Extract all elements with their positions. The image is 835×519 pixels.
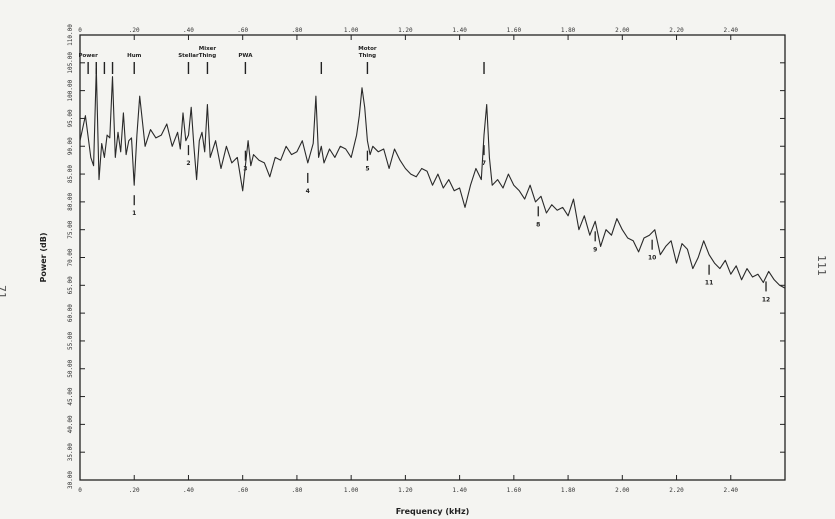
- harmonic-number-label: 2: [186, 160, 190, 167]
- y-tick-label: 45.00: [67, 387, 74, 405]
- x-tick-label-top: 2.40: [724, 27, 739, 34]
- x-tick-label: 0: [78, 487, 82, 494]
- y-tick-label: 40.00: [67, 415, 74, 433]
- y-tick-label: 60.00: [67, 304, 74, 322]
- harmonic-number-label: 4: [306, 188, 310, 195]
- x-tick-label-top: 0: [78, 27, 82, 34]
- y-tick-label: 50.00: [67, 359, 74, 377]
- x-tick-label-top: .80: [292, 27, 303, 34]
- peak-annotation-label: Stellar: [178, 53, 199, 59]
- harmonic-number-label: 9: [593, 246, 597, 253]
- peak-annotation-label: Mixer: [199, 46, 217, 52]
- y-tick-label: 75.00: [67, 220, 74, 238]
- x-tick-label-top: 2.20: [669, 27, 684, 34]
- harmonic-number-label: 11: [705, 280, 713, 287]
- x-tick-label-top: 1.60: [507, 27, 522, 34]
- peak-annotation-label: Thing: [359, 53, 376, 59]
- x-tick-label-top: .60: [237, 27, 248, 34]
- harmonic-number-label: 1: [132, 210, 136, 217]
- harmonic-number-label: 10: [648, 255, 656, 262]
- x-tick-label-top: 1.20: [398, 27, 413, 34]
- harmonic-number-label: 7: [482, 160, 486, 167]
- harmonic-number-label: 3: [243, 166, 247, 173]
- x-tick-label: 1.20: [398, 487, 413, 494]
- x-tick-label: 1.00: [344, 487, 359, 494]
- y-axis-title: Power (dB): [39, 232, 48, 282]
- y-tick-label: 110.00: [67, 24, 74, 46]
- y-tick-label: 95.00: [67, 109, 74, 127]
- y-tick-label: 65.00: [67, 276, 74, 294]
- peak-annotation-label: Hum: [127, 53, 142, 59]
- x-tick-label: 2.40: [724, 487, 739, 494]
- x-tick-label: 2.20: [669, 487, 684, 494]
- peak-annotation-label: Thing: [199, 53, 216, 59]
- peak-annotation-label: PWA: [238, 53, 253, 59]
- y-tick-label: 105.00: [67, 52, 74, 74]
- x-tick-label-top: 1.00: [344, 27, 359, 34]
- page-number-left: 71: [0, 285, 8, 299]
- y-tick-label: 30.00: [67, 471, 74, 489]
- harmonic-number-label: 12: [762, 296, 770, 303]
- y-tick-label: 55.00: [67, 332, 74, 350]
- x-tick-label-top: 2.00: [615, 27, 630, 34]
- x-tick-label: 1.80: [561, 487, 576, 494]
- page-number-right: 111: [815, 255, 828, 276]
- x-tick-label: 1.40: [452, 487, 467, 494]
- peak-annotation-label: Motor: [358, 46, 377, 52]
- x-tick-label: .40: [183, 487, 194, 494]
- x-tick-label: .60: [237, 487, 248, 494]
- x-tick-label: 1.60: [507, 487, 522, 494]
- spectrum-line: [79, 67, 786, 289]
- y-tick-label: 90.00: [67, 137, 74, 155]
- x-axis-title: Frequency (kHz): [396, 507, 470, 516]
- x-tick-label: 2.00: [615, 487, 630, 494]
- y-tick-label: 100.00: [67, 79, 74, 101]
- y-tick-label: 35.00: [67, 443, 74, 461]
- y-tick-label: 80.00: [67, 192, 74, 210]
- harmonic-number-label: 8: [536, 221, 540, 228]
- x-tick-label-top: .40: [183, 27, 194, 34]
- x-tick-label-top: 1.40: [452, 27, 467, 34]
- x-tick-label: .20: [129, 487, 140, 494]
- x-tick-label-top: .20: [129, 27, 140, 34]
- x-tick-label: .80: [292, 487, 303, 494]
- plot-frame: [79, 34, 786, 481]
- y-tick-label: 70.00: [67, 248, 74, 266]
- peak-annotation-label: Power: [78, 53, 98, 59]
- harmonic-number-label: 5: [365, 166, 369, 173]
- x-tick-label-top: 1.80: [561, 27, 576, 34]
- y-tick-label: 85.00: [67, 165, 74, 183]
